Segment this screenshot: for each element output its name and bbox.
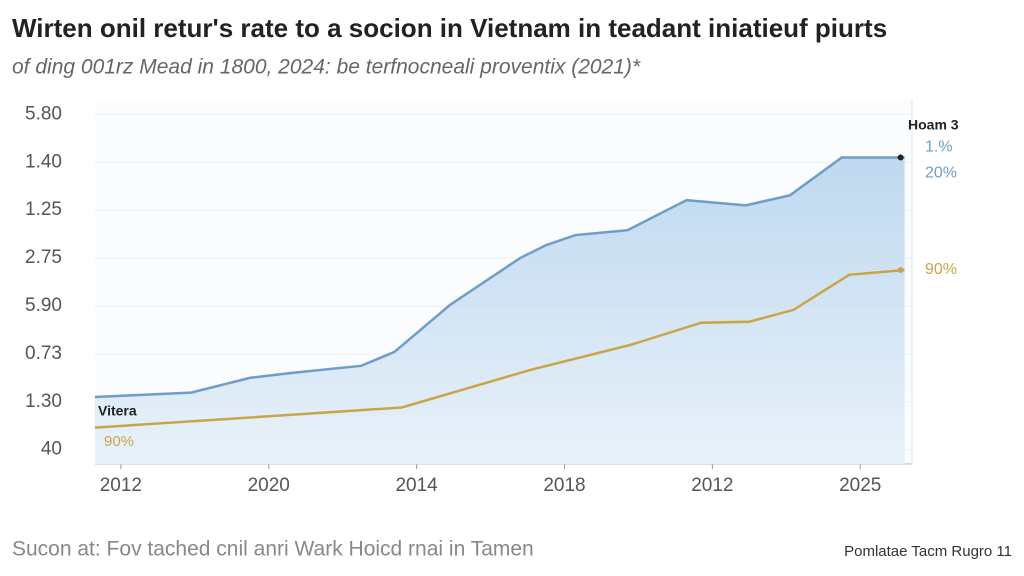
series-label: Hoam 3 xyxy=(908,117,959,133)
chart-subtitle: of ding 001rz Mead in 1800, 2024: be ter… xyxy=(12,56,641,79)
x-tick-label: 2012 xyxy=(100,475,142,496)
y-tick-label: 5.90 xyxy=(25,295,62,316)
x-tick-label: 2014 xyxy=(395,475,438,496)
y-tick-label: 5.80 xyxy=(25,103,62,124)
y-tick-label: 0.73 xyxy=(25,343,62,364)
y-tick-label: 2.75 xyxy=(25,247,62,268)
chart-title: Wirten onil retur's rate to a socion in … xyxy=(12,13,887,43)
y-tick-label: 1.30 xyxy=(25,391,62,412)
series-label: Vitera xyxy=(98,403,137,419)
credit: Pomlatae Tacm Rugro 11 xyxy=(844,543,1012,560)
line xyxy=(94,268,905,429)
y-tick-label: 1.25 xyxy=(25,199,62,220)
x-tick-label: 2012 xyxy=(691,475,733,496)
value-label: 20% xyxy=(925,165,957,182)
x-tick-label: 2025 xyxy=(839,475,881,496)
end-dot xyxy=(897,154,904,161)
source: Sucon at: Fov tached cnil anri Wark Hoic… xyxy=(12,538,534,561)
value-label: 1.% xyxy=(925,139,953,156)
end-dot xyxy=(897,267,904,274)
area xyxy=(95,157,905,464)
line xyxy=(94,156,905,399)
value-label: 90% xyxy=(104,433,134,450)
y-tick-label: 40 xyxy=(41,439,62,460)
x-tick-label: 2020 xyxy=(248,475,290,496)
y-tick-label: 1.40 xyxy=(25,151,62,172)
x-tick-label: 2018 xyxy=(543,475,585,496)
value-label: 90% xyxy=(925,261,957,278)
